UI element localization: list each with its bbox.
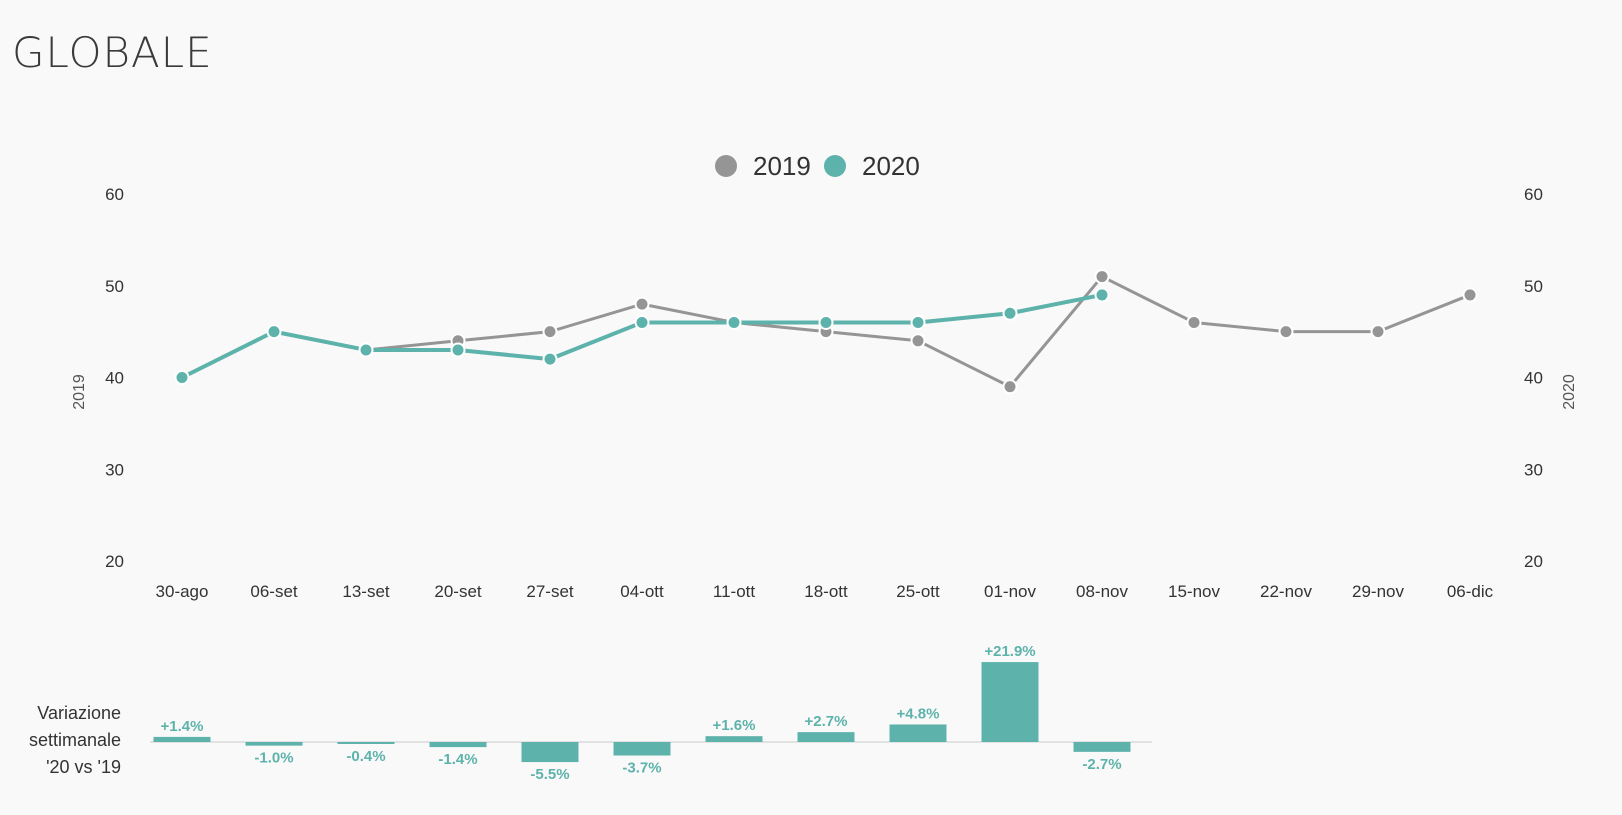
x-tick-15-nov: 15-nov <box>1168 582 1220 601</box>
x-tick-29-nov: 29-nov <box>1352 582 1404 601</box>
bar-label-27-set: -5.5% <box>530 766 569 783</box>
point-2020-20-set[interactable] <box>450 342 466 358</box>
y-right-tick-30: 30 <box>1524 460 1543 479</box>
y-axis-left: 20 30 40 50 60 2019 <box>71 185 124 571</box>
point-2019-04-ott[interactable] <box>634 296 650 312</box>
bar-11-ott[interactable] <box>705 736 763 742</box>
bar-25-ott[interactable] <box>889 724 947 742</box>
x-tick-25-ott: 25-ott <box>896 582 940 601</box>
bar-label-20-set: -1.4% <box>438 751 477 768</box>
variation-label-line-1: Variazione <box>37 703 121 723</box>
legend-marker-2020 <box>824 155 846 177</box>
legend-marker-2019 <box>715 155 737 177</box>
point-2019-15-nov[interactable] <box>1186 314 1202 330</box>
page-title: GLOBALE <box>12 28 213 77</box>
x-tick-11-ott: 11-ott <box>713 582 755 601</box>
x-tick-08-nov: 08-nov <box>1076 582 1128 601</box>
x-tick-27-set: 27-set <box>526 582 574 601</box>
bar-series: +1.4% -1.0% -0.4% -1.4% -5.5% -3.7% +1.6% +2.7%… <box>150 643 1152 783</box>
bar-06-set[interactable] <box>245 742 303 746</box>
bar-label-11-ott: +1.6% <box>713 717 756 734</box>
legend-label-2020[interactable]: 2020 <box>862 151 920 181</box>
y-right-tick-40: 40 <box>1524 369 1543 388</box>
bar-30-ago[interactable] <box>153 736 211 742</box>
variation-label-line-3: '20 vs '19 <box>46 757 121 777</box>
bar-label-18-ott: +2.7% <box>805 713 848 730</box>
y-left-axis-title: 2019 <box>71 374 88 410</box>
bar-label-04-ott: -3.7% <box>622 760 661 777</box>
y-right-tick-60: 60 <box>1524 185 1543 204</box>
variation-label-line-2: settimanale <box>28 730 121 750</box>
point-2019-29-nov[interactable] <box>1370 324 1386 340</box>
bar-08-nov[interactable] <box>1073 742 1131 752</box>
line-series <box>174 269 1478 395</box>
point-2019-22-nov[interactable] <box>1278 324 1294 340</box>
bar-27-set[interactable] <box>521 742 579 763</box>
x-axis: 30-ago 06-set 13-set 20-set 27-set 04-ott 11-o… <box>156 582 1494 601</box>
bar-13-set[interactable] <box>337 742 395 744</box>
point-2020-11-ott[interactable] <box>726 314 742 330</box>
x-tick-30-ago: 30-ago <box>156 582 209 601</box>
point-2019-25-ott[interactable] <box>910 333 926 349</box>
y-left-tick-50: 50 <box>105 277 124 296</box>
point-2020-06-set[interactable] <box>266 324 282 340</box>
point-2020-13-set[interactable] <box>358 342 374 358</box>
x-tick-18-ott: 18-ott <box>804 582 848 601</box>
y-right-tick-50: 50 <box>1524 277 1543 296</box>
y-axis-right: 20 30 40 50 60 2020 <box>1524 185 1578 571</box>
x-tick-20-set: 20-set <box>434 582 482 601</box>
bar-label-13-set: -0.4% <box>346 748 385 765</box>
point-2019-27-set[interactable] <box>542 324 558 340</box>
x-tick-01-nov: 01-nov <box>984 582 1036 601</box>
y-left-tick-20: 20 <box>105 552 124 571</box>
point-2020-18-ott[interactable] <box>818 314 834 330</box>
point-2020-01-nov[interactable] <box>1002 305 1018 321</box>
legend-label-2019[interactable]: 2019 <box>753 151 811 181</box>
x-tick-06-dic: 06-dic <box>1447 582 1494 601</box>
x-tick-22-nov: 22-nov <box>1260 582 1312 601</box>
y-right-axis-title: 2020 <box>1561 374 1578 410</box>
variation-label: Variazione settimanale '20 vs '19 <box>0 700 121 781</box>
y-left-tick-30: 30 <box>105 460 124 479</box>
y-left-tick-60: 60 <box>105 185 124 204</box>
bar-label-30-ago: +1.4% <box>161 718 204 735</box>
y-left-tick-40: 40 <box>105 369 124 388</box>
bar-01-nov[interactable] <box>981 662 1039 742</box>
point-2019-08-nov[interactable] <box>1094 269 1110 285</box>
bar-20-set[interactable] <box>429 742 487 748</box>
bar-label-08-nov: -2.7% <box>1082 756 1121 773</box>
point-2019-06-dic[interactable] <box>1462 287 1478 303</box>
bar-label-25-ott: +4.8% <box>897 705 940 722</box>
point-2020-04-ott[interactable] <box>634 314 650 330</box>
y-right-tick-20: 20 <box>1524 552 1543 571</box>
x-tick-06-set: 06-set <box>250 582 298 601</box>
bar-label-01-nov: +21.9% <box>984 643 1035 660</box>
point-2020-27-set[interactable] <box>542 351 558 367</box>
x-tick-04-ott: 04-ott <box>620 582 664 601</box>
x-tick-13-set: 13-set <box>342 582 390 601</box>
bar-label-06-set: -1.0% <box>254 750 293 767</box>
bar-18-ott[interactable] <box>797 732 855 742</box>
bar-04-ott[interactable] <box>613 742 671 756</box>
point-2019-01-nov[interactable] <box>1002 379 1018 395</box>
point-2020-25-ott[interactable] <box>910 314 926 330</box>
point-2020-08-nov[interactable] <box>1094 287 1110 303</box>
chart-legend[interactable]: 2019 2020 <box>715 151 920 181</box>
point-2020-30-ago[interactable] <box>174 370 190 385</box>
